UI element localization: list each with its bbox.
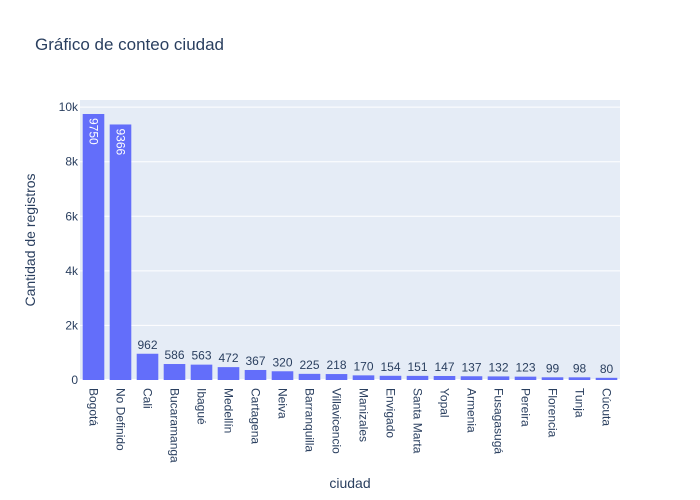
- y-axis-ticks: 0 2k 4k 6k 8k 10k: [59, 100, 79, 387]
- x-tick-label: Santa Marta: [411, 388, 425, 454]
- x-tick-label: Medellín: [222, 388, 236, 433]
- bar: [136, 353, 159, 380]
- x-tick-label: Tunja: [573, 388, 587, 418]
- bar-value-label: 586: [164, 348, 184, 362]
- x-tick-label: Envigado: [384, 388, 398, 438]
- x-tick-label: Florencia: [546, 388, 560, 438]
- x-tick-label: Neiva: [276, 388, 290, 419]
- bar-value-label: 9366: [114, 128, 128, 155]
- x-tick-label: Ibagué: [195, 388, 209, 425]
- chart-title: Gráfico de conteo ciudad: [35, 35, 224, 54]
- plot-background: [80, 100, 620, 380]
- bar: [109, 124, 132, 380]
- y-tick-label: 2k: [65, 318, 79, 332]
- bar-value-label: 80: [600, 362, 614, 376]
- bar: [514, 376, 537, 380]
- bar-value-label: 137: [461, 360, 481, 374]
- bar-value-label: 98: [573, 361, 587, 375]
- bar-value-label: 320: [272, 355, 292, 369]
- bar: [433, 375, 456, 380]
- bar-labels: 9750 9366 962 586 563 472 367 320 225 218 170 154 15…: [87, 118, 614, 376]
- bar: [244, 369, 267, 380]
- x-tick-label: Cúcuta: [600, 388, 614, 426]
- bar: [595, 377, 618, 380]
- x-tick-label: Villavicencio: [330, 388, 344, 454]
- bar-value-label: 154: [380, 360, 400, 374]
- x-tick-label: Bucaramanga: [168, 388, 182, 463]
- bar-value-label: 151: [407, 360, 427, 374]
- bar-value-label: 367: [245, 354, 265, 368]
- y-tick-label: 10k: [59, 100, 79, 114]
- bar-value-label: 9750: [87, 118, 101, 145]
- bar: [568, 377, 591, 380]
- bar: [82, 113, 105, 380]
- bar-value-label: 563: [191, 349, 211, 363]
- bar: [487, 376, 510, 380]
- bar-value-label: 225: [299, 358, 319, 372]
- y-tick-label: 0: [71, 373, 78, 387]
- x-tick-label: Cartagena: [249, 388, 263, 444]
- x-axis-ticks: Bogotá No Definido Cali Bucaramanga Ibagué Me…: [87, 388, 614, 463]
- bar-value-label: 472: [218, 351, 238, 365]
- x-tick-label: Pereira: [519, 388, 533, 427]
- bar: [217, 367, 240, 380]
- x-tick-label: Barranquilla: [303, 388, 317, 452]
- bar: [379, 375, 402, 380]
- bar-value-label: 218: [326, 358, 346, 372]
- bar: [325, 374, 348, 380]
- bar: [190, 364, 213, 380]
- bar: [352, 375, 375, 380]
- bar-value-label: 132: [488, 360, 508, 374]
- bar: [460, 376, 483, 380]
- bar-value-label: 147: [434, 360, 454, 374]
- y-tick-label: 8k: [65, 155, 79, 169]
- bar: [298, 373, 321, 380]
- x-tick-label: No Definido: [114, 388, 128, 451]
- bar-value-label: 170: [353, 359, 373, 373]
- x-tick-label: Cali: [141, 388, 155, 409]
- bar: [541, 377, 564, 380]
- bar: [163, 364, 186, 380]
- bar: [406, 375, 429, 380]
- y-tick-label: 6k: [65, 209, 79, 223]
- y-tick-label: 4k: [65, 264, 79, 278]
- bar-value-label: 123: [515, 361, 535, 375]
- bar-value-label: 99: [546, 361, 560, 375]
- bars: [82, 113, 618, 380]
- x-tick-label: Bogotá: [87, 388, 101, 426]
- y-axis-title: Cantidad de registros: [22, 173, 38, 306]
- x-tick-label: Fusagasugá: [492, 388, 506, 454]
- bar-value-label: 962: [137, 338, 157, 352]
- x-tick-label: Yopal: [438, 388, 452, 418]
- x-tick-label: Manizales: [357, 388, 371, 442]
- bar: [271, 371, 294, 380]
- x-axis-title: ciudad: [329, 475, 370, 491]
- x-tick-label: Armenia: [465, 388, 479, 433]
